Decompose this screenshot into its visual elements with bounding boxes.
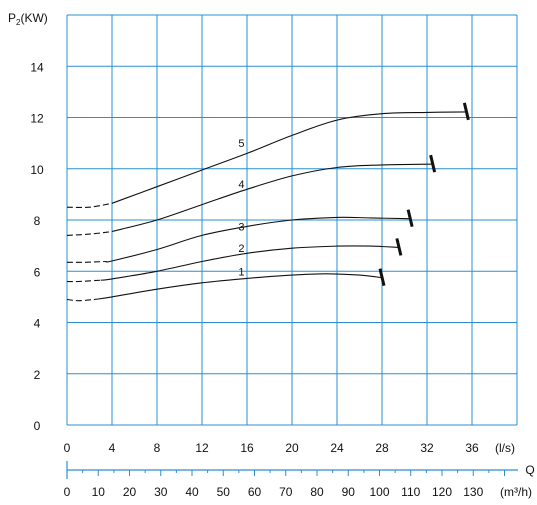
series-5-label: 5 [238,138,244,150]
y-tick-label: 8 [34,214,41,228]
series-3-end-marker [406,209,414,228]
x-tick-label-ls: 24 [330,441,344,455]
series-1-dashed-line [66,298,96,302]
series-1-line [95,273,383,300]
x-unit-ls: (l/s) [495,441,515,455]
y-tick-label: 4 [34,317,41,331]
x-tick-label-ls: 20 [285,441,299,455]
series-4-line [111,163,433,233]
series-5-dashed-line [66,202,113,209]
y-tick-label: 2 [34,368,41,382]
y-tick-label: 10 [30,163,44,177]
series-3-dashed-line [66,260,107,263]
y-tick-label: 0 [34,419,41,433]
x-tick-label-ls: 12 [195,441,209,455]
y-axis-label: P2(KW) [8,11,48,27]
x-tick-label-m3h: 50 [217,485,231,499]
x-tick-label-ls: 36 [465,441,479,455]
y-tick-label: 6 [34,265,41,279]
series-2-label: 2 [238,243,244,255]
x-tick-label-m3h: 80 [310,485,324,499]
series-1-label: 1 [238,266,244,278]
x-tick-label-m3h: 120 [432,485,452,499]
series-3-label: 3 [238,221,244,233]
series-4-label: 4 [238,179,244,191]
x-tick-label-m3h: 100 [369,485,389,499]
x-unit-m3h: (m³/h) [500,485,532,499]
series-5-line [111,111,467,204]
x-tick-label-m3h: 70 [279,485,293,499]
series-1-end-marker [378,268,386,286]
series-3-line [105,216,411,263]
series-2-dashed-line [66,279,101,283]
series-2-end-marker [395,238,403,256]
series-4-dashed-line [66,230,113,236]
series-5-end-marker [462,102,470,121]
x-tick-label-m3h: 60 [248,485,262,499]
x-axis-label-q: Q [525,463,534,477]
x-tick-label-m3h: 0 [64,485,71,499]
x-tick-label-m3h: 90 [342,485,356,499]
x-tick-label-m3h: 130 [463,485,483,499]
x-tick-label-ls: 4 [109,441,116,455]
x-tick-label-ls: 32 [420,441,434,455]
x-tick-label-ls: 28 [375,441,389,455]
y-tick-label: 12 [30,112,44,126]
x-tick-label-ls: 8 [154,441,161,455]
x-tick-label-m3h: 20 [123,485,137,499]
x-tick-label-ls: 16 [240,441,254,455]
series-4-end-marker [429,154,437,173]
x-tick-label-m3h: 10 [92,485,106,499]
x-tick-label-m3h: 110 [401,485,420,499]
series-2-line [100,245,399,281]
x-tick-label-m3h: 30 [154,485,168,499]
x-tick-label-m3h: 40 [185,485,199,499]
x-tick-label-ls: 0 [64,441,71,455]
y-tick-label: 14 [30,60,44,74]
